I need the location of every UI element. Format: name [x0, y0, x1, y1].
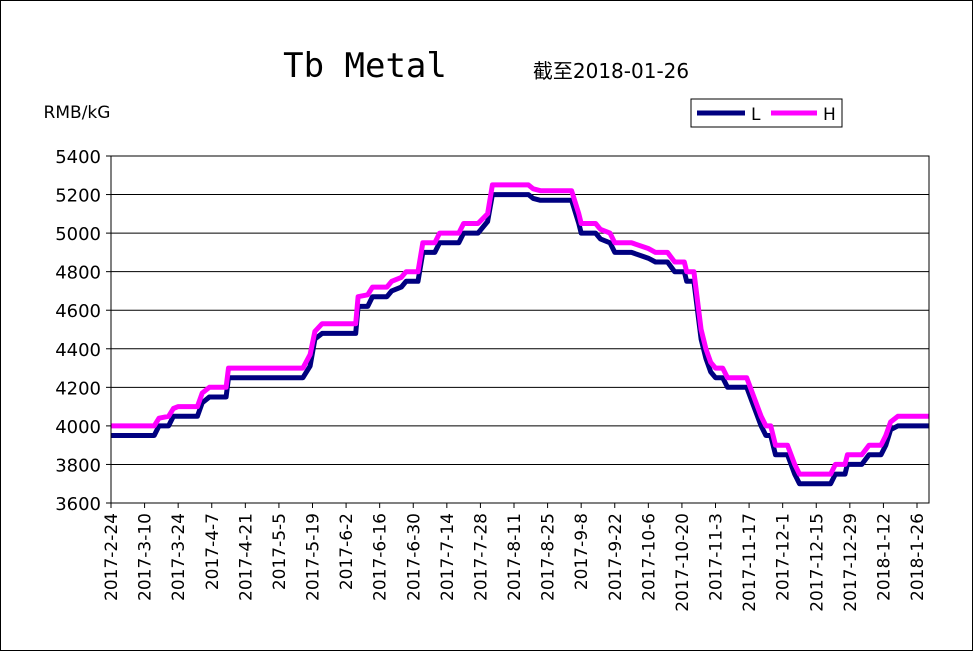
series-line-h [111, 182, 929, 477]
x-tick-label: 2017-3-10 [136, 513, 156, 601]
x-tick-label: 2017-6-16 [371, 513, 391, 601]
chart-title: Tb Metal [283, 46, 447, 86]
legend-label-h: H [823, 105, 836, 125]
y-tick-label: 4200 [55, 378, 101, 399]
y-tick-label: 4600 [55, 301, 101, 322]
y-tick-label: 3600 [55, 494, 101, 515]
x-tick-label: 2018-1-12 [874, 513, 894, 601]
x-tick-label: 2017-10-6 [639, 513, 659, 601]
x-axis-ticks: 2017-2-24 2017-3-10 2017-3-24 2017-4-7 2017-… [102, 503, 928, 612]
x-tick-label: 2017-9-22 [606, 513, 626, 601]
legend: L H [690, 98, 843, 128]
y-tick-label: 4400 [55, 340, 101, 361]
y-tick-label: 5000 [55, 224, 101, 245]
x-tick-label: 2017-8-11 [505, 513, 525, 601]
x-tick-label: 2017-12-15 [807, 513, 827, 612]
grid-lines [111, 194, 929, 465]
y-axis-label: RMB/kG [44, 103, 111, 123]
series-line-l [111, 192, 929, 487]
x-tick-label: 2017-12-1 [774, 513, 794, 601]
x-tick-label: 2017-5-19 [304, 513, 324, 601]
y-tick-label: 3800 [55, 455, 101, 476]
x-tick-label: 2017-7-28 [471, 513, 491, 601]
x-tick-label: 2017-11-3 [707, 513, 727, 601]
x-tick-label: 2017-8-25 [539, 513, 559, 601]
y-axis-ticks: 3600 3800 4000 4200 4400 4600 4800 5000 5200 5400 [55, 147, 111, 515]
x-tick-label: 2017-6-2 [337, 513, 357, 590]
x-tick-label: 2017-5-5 [270, 513, 290, 590]
plot-area [110, 155, 930, 504]
chart-subtitle: 截至2018-01-26 [533, 59, 689, 83]
x-tick-label: 2017-3-24 [169, 513, 189, 601]
x-tick-label: 2017-10-20 [673, 513, 693, 612]
x-tick-label: 2017-7-14 [438, 513, 458, 601]
y-tick-label: 5200 [55, 186, 101, 207]
x-tick-label: 2017-4-7 [203, 513, 223, 590]
x-tick-label: 2017-2-24 [102, 513, 122, 601]
series-group [111, 182, 929, 487]
y-tick-label: 4800 [55, 263, 101, 284]
x-tick-label: 2018-1-26 [908, 513, 928, 601]
x-tick-label: 2017-9-8 [572, 513, 592, 590]
legend-label-l: L [751, 105, 761, 125]
y-tick-label: 4000 [55, 417, 101, 438]
x-tick-label: 2017-12-29 [841, 513, 861, 612]
x-tick-label: 2017-6-30 [404, 513, 424, 601]
x-tick-label: 2017-4-21 [236, 513, 256, 601]
y-tick-label: 5400 [55, 147, 101, 168]
x-tick-label: 2017-11-17 [740, 513, 760, 612]
